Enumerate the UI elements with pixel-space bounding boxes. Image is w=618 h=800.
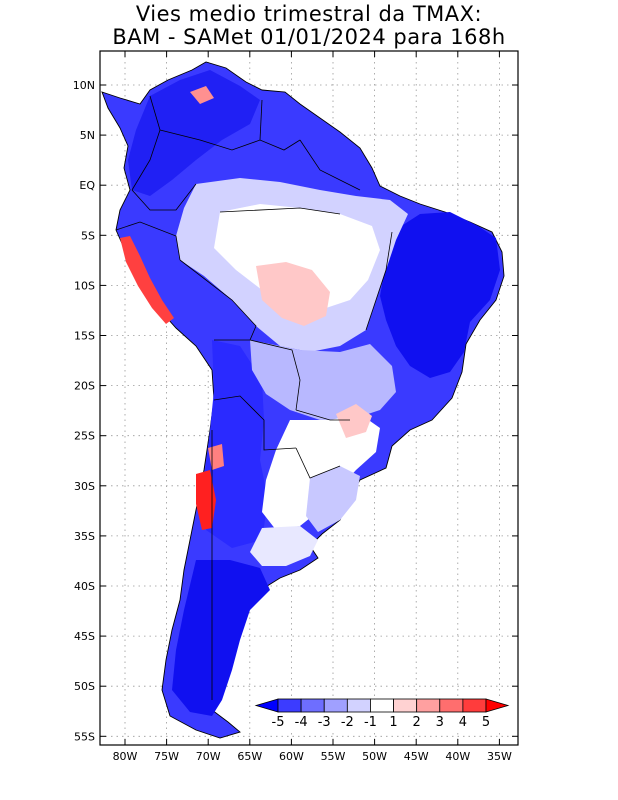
- country-borders: [115, 95, 393, 700]
- lat-tick-label: 45S: [74, 630, 95, 643]
- colorbar-cell: [370, 698, 394, 713]
- near-zero-bias-central: [214, 204, 380, 310]
- lat-tick-label: 10N: [73, 79, 95, 92]
- lat-tick-label: EQ: [79, 179, 95, 192]
- strong-cold-bias-northwest: [128, 70, 260, 196]
- lon-tick-label: 75W: [154, 750, 179, 763]
- lon-tick-label: 35W: [487, 750, 512, 763]
- map-frame: [99, 50, 519, 746]
- lon-tick-label: 65W: [237, 750, 262, 763]
- colorbar-right-arrow: [485, 698, 510, 713]
- lat-tick-label: 35S: [74, 530, 95, 543]
- lat-tick-label: 55S: [74, 730, 95, 743]
- colorbar-label: 3: [436, 715, 444, 730]
- colorbar-cell: [323, 698, 348, 713]
- colorbar-cell: [277, 698, 302, 713]
- colorbar-label: -1: [364, 715, 377, 730]
- lon-tick-label: 55W: [321, 750, 346, 763]
- map-area: [100, 51, 518, 745]
- warm-bias-andes-chile: [196, 470, 216, 530]
- lon-tick-label: 60W: [279, 750, 304, 763]
- lat-tick-label: 40S: [74, 580, 95, 593]
- lat-tick-label: 5N: [80, 129, 95, 142]
- colorbar-label: 5: [482, 715, 490, 730]
- lat-tick-label: 10S: [74, 279, 95, 292]
- lat-tick-label: 50S: [74, 680, 95, 693]
- colorbar-cell: [300, 698, 325, 713]
- strong-cold-bias-northeast: [380, 212, 500, 378]
- near-zero-bias-argentina: [250, 526, 318, 566]
- colorbar-label: -3: [318, 715, 331, 730]
- strong-cold-bias-south-brazil: [204, 340, 268, 548]
- lon-tick-label: 40W: [445, 750, 470, 763]
- weak-bias-uruguay: [306, 466, 360, 532]
- warm-bias-central-brazil: [256, 262, 330, 326]
- lon-tick-label: 45W: [404, 750, 429, 763]
- lon-tick-label: 70W: [196, 750, 221, 763]
- colorbar-cell: [393, 698, 418, 713]
- colorbar-cell: [346, 698, 371, 713]
- colorbar-cell: [462, 698, 487, 713]
- colorbar-label: 2: [413, 715, 421, 730]
- map-title-line1: Vies medio trimestral da TMAX:: [135, 2, 483, 26]
- colorbar-label: 4: [459, 715, 467, 730]
- colorbar-label: -4: [295, 715, 308, 730]
- lat-tick-label: 15S: [74, 330, 95, 343]
- lat-tick-label: 20S: [74, 380, 95, 393]
- longitude-axis: 80W 75W 70W 65W 60W 55W 50W 45W 40W 35W: [113, 51, 512, 763]
- colorbar-legend: -5 -4 -3 -2 -1 1 2 3 4 5: [252, 696, 512, 732]
- lat-tick-label: 25S: [74, 430, 95, 443]
- warm-bias-peru-coast: [120, 236, 174, 324]
- lat-tick-label: 30S: [74, 480, 95, 493]
- lat-tick-label: 5S: [81, 229, 95, 242]
- map-title-line2: BAM - SAMet 01/01/2024 para 168h: [112, 25, 506, 49]
- lon-tick-label: 50W: [362, 750, 387, 763]
- near-zero-bias-south: [262, 414, 380, 530]
- colorbar-label: -5: [272, 715, 285, 730]
- lon-tick-label: 80W: [113, 750, 138, 763]
- warm-bias-venezuela: [190, 86, 214, 104]
- colorbar-label: -2: [341, 715, 354, 730]
- weak-bias-interior: [250, 340, 396, 420]
- strong-cold-bias-patagonia: [172, 560, 270, 716]
- warm-bias-southeast: [336, 404, 372, 438]
- colorbar-cell: [439, 698, 464, 713]
- latitude-axis: 10N 5N EQ 5S 10S 15S 20S 25S 30S 35S 40S 45S 50S 55S: [73, 79, 518, 743]
- colorbar-label: 1: [389, 715, 397, 730]
- colorbar-cell: [416, 698, 441, 713]
